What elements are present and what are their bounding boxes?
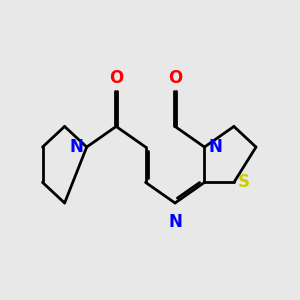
Text: N: N	[168, 213, 182, 231]
Text: N: N	[69, 138, 83, 156]
Text: N: N	[208, 138, 222, 156]
Text: O: O	[109, 69, 123, 87]
Text: O: O	[168, 69, 182, 87]
Text: S: S	[238, 173, 250, 191]
